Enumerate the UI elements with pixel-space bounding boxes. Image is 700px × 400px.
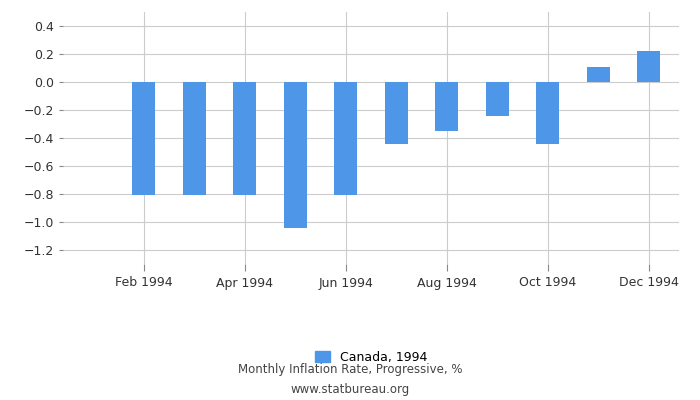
Bar — [385, 82, 407, 144]
Bar — [536, 82, 559, 144]
Text: Monthly Inflation Rate, Progressive, %: Monthly Inflation Rate, Progressive, % — [238, 364, 462, 376]
Bar — [335, 82, 357, 196]
Bar — [587, 67, 610, 82]
Bar — [486, 82, 509, 116]
Bar — [284, 82, 307, 228]
Bar — [132, 82, 155, 196]
Bar — [183, 82, 206, 196]
Bar — [637, 51, 660, 82]
Bar — [435, 82, 458, 131]
Text: www.statbureau.org: www.statbureau.org — [290, 384, 410, 396]
Legend: Canada, 1994: Canada, 1994 — [315, 350, 427, 364]
Bar — [233, 82, 256, 196]
